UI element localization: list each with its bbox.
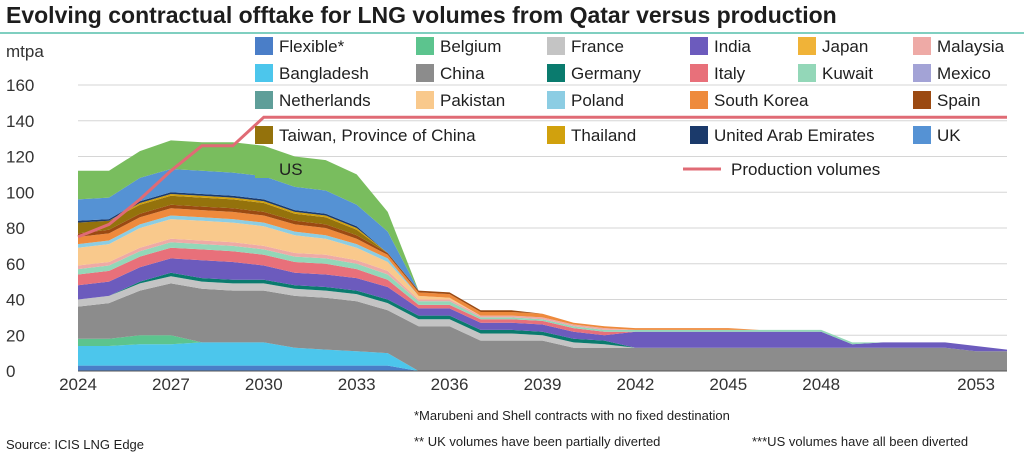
legend-swatch-flexible [255,37,273,55]
chart-axes: 0 20 40 60 80 100 120 140 160 mtpa 2024 2027 2030 203… [6,42,1007,394]
legend-label-france: France [571,37,624,56]
x-tick-label: 2039 [524,375,562,394]
legend-label-united-arab-emirates: United Arab Emirates [714,126,875,145]
legend-swatch-china [416,64,434,82]
production-line-group [77,115,1007,239]
legend-label-us: US [279,160,303,179]
legend-swatch-malaysia [913,37,931,55]
legend-swatch-germany [547,64,565,82]
legend-swatch-france [547,37,565,55]
legend-label-kuwait: Kuwait [822,64,873,83]
area-uk [78,169,1007,350]
chart-areas [78,140,1007,371]
legend-swatch-belgium [416,37,434,55]
title-divider [0,32,1024,34]
legend-label-south-korea: South Korea [714,91,809,110]
legend-swatch-pakistan [416,91,434,109]
x-tick-label: 2027 [152,375,190,394]
legend-swatch-south-korea [690,91,708,109]
x-tick-label: 2033 [338,375,376,394]
x-tick-label: 2030 [245,375,283,394]
legend-swatch-us [255,160,273,178]
area-flexible [78,365,1007,371]
legend-label-china: China [440,64,485,83]
area-italy [78,247,1007,350]
y-tick-label: 100 [6,183,34,202]
footnote-us: ***US volumes have all been diverted [752,434,969,449]
area-us [78,140,1007,350]
legend-label-belgium: Belgium [440,37,501,56]
legend-label-netherlands: Netherlands [279,91,371,110]
x-tick-label: 2045 [709,375,747,394]
legend-label-taiwan-province-of-china: Taiwan, Province of China [279,126,476,145]
footnote-uk: ** UK volumes have been partially divert… [414,434,661,449]
legend-label-uk: UK [937,126,961,145]
area-bangladesh [78,342,1007,371]
x-tick-label: 2053 [957,375,995,394]
legend-label-pakistan: Pakistan [440,91,505,110]
legend-swatch-bangladesh [255,64,273,82]
y-tick-label: 120 [6,148,34,167]
y-tick-label: 80 [6,219,25,238]
source-note: Source: ICIS LNG Edge [6,437,145,452]
legend-swatch-india [690,37,708,55]
legend-swatch-spain [913,91,931,109]
legend-label-poland: Poland [571,91,624,110]
y-tick-label: 0 [6,362,15,381]
legend-swatch-netherlands [255,91,273,109]
legend-swatch-uk [913,126,931,144]
area-china [78,283,1007,371]
legend-swatch-japan [798,37,816,55]
area-pakistan [78,219,1007,350]
legend-label-spain: Spain [937,91,980,110]
y-tick-label: 60 [6,255,25,274]
x-tick-label: 2024 [59,375,97,394]
legend-label-japan: Japan [822,37,868,56]
x-tick-label: 2048 [802,375,840,394]
legend-label-malaysia: Malaysia [937,37,1005,56]
area-belgium [78,335,1007,371]
legend-swatch-thailand [547,126,565,144]
y-tick-label: 140 [6,112,34,131]
production-volumes-line [77,115,1007,239]
footnote-marubeni: *Marubeni and Shell contracts with no fi… [414,408,730,423]
legend-label-flexible: Flexible* [279,37,345,56]
legend-label-production-volumes: Production volumes [731,160,880,179]
legend-label-mexico: Mexico [937,64,991,83]
legend-swatch-italy [690,64,708,82]
y-tick-label: 40 [6,291,25,310]
area-france [78,276,1007,352]
y-axis-label: mtpa [6,42,44,61]
x-tick-label: 2042 [616,375,654,394]
legend-swatch-poland [547,91,565,109]
y-tick-label: 160 [6,76,34,95]
legend-label-germany: Germany [571,64,641,83]
legend-swatch-kuwait [798,64,816,82]
legend-swatch-taiwan-province-of-china [255,126,273,144]
legend-label-india: India [714,37,751,56]
legend-label-bangladesh: Bangladesh [279,64,369,83]
y-tick-label: 20 [6,326,25,345]
area-india [78,258,1007,352]
chart-legend: Flexible* Belgium France India Japan Malaysia… [255,37,1005,179]
legend-label-italy: Italy [714,64,746,83]
x-tick-label: 2036 [431,375,469,394]
legend-swatch-united-arab-emirates [690,126,708,144]
legend-label-thailand: Thailand [571,126,636,145]
legend-swatch-mexico [913,64,931,82]
chart-title: Evolving contractual offtake for LNG vol… [6,2,837,28]
